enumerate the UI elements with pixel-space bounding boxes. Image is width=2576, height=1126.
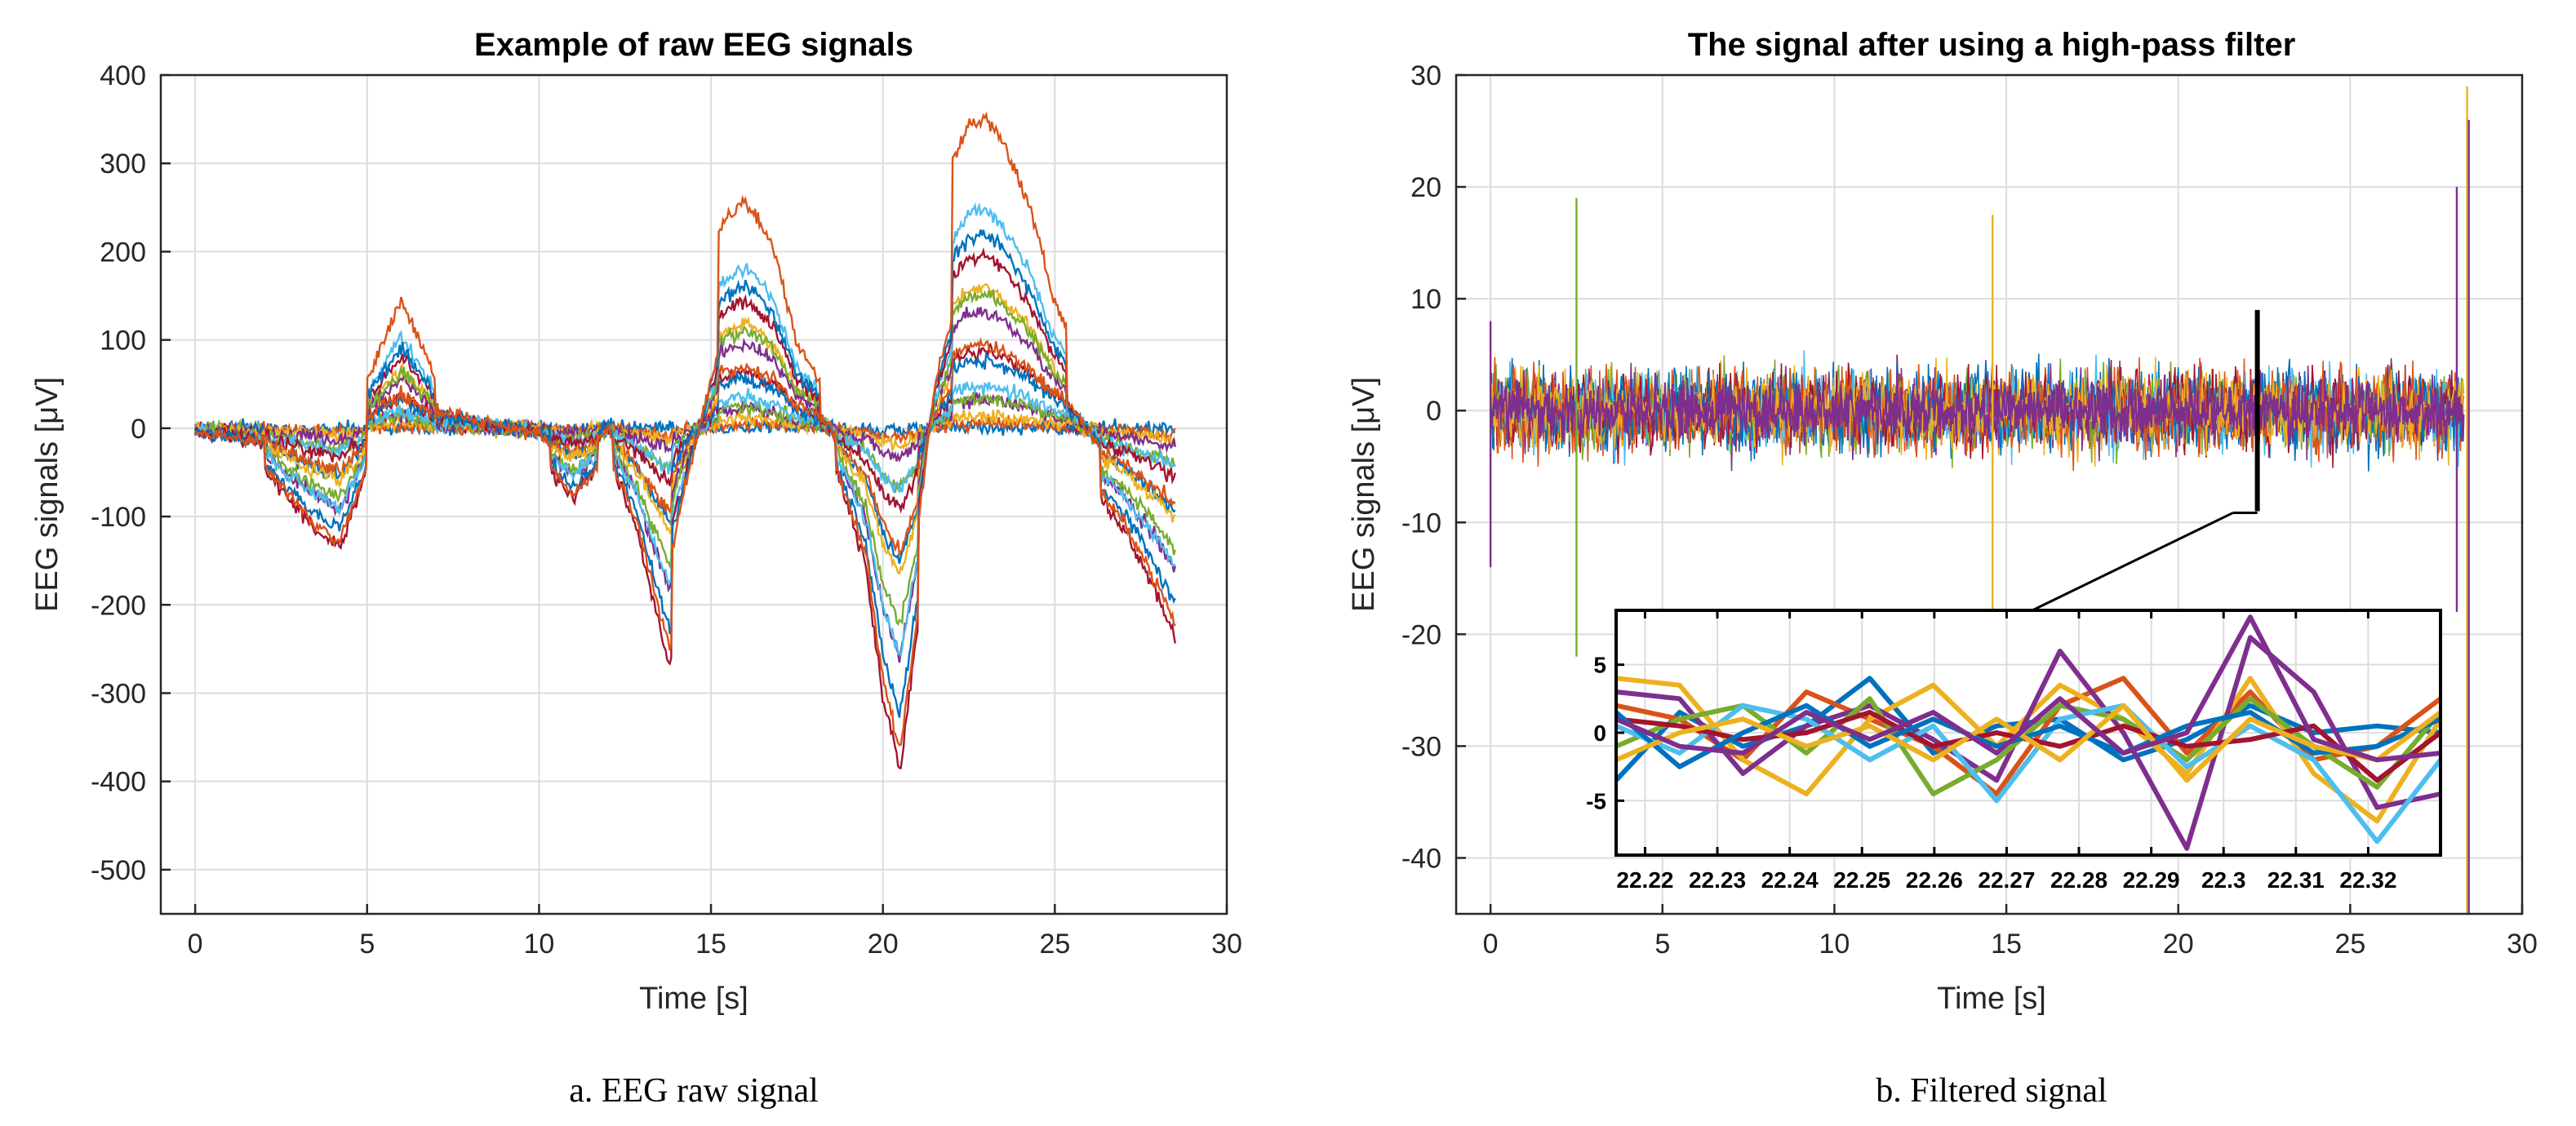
chart-a-series-line — [194, 111, 1176, 747]
inset-xtick-label: 22.26 — [1906, 867, 1963, 893]
chart-b-caption: b. Filtered signal — [1876, 1072, 2107, 1110]
inset-xtick-label: 22.23 — [1689, 867, 1746, 893]
chart-b-ytick-label: -30 — [1401, 731, 1441, 762]
chart-b-xtick-label: 20 — [2163, 929, 2194, 960]
chart-a-plot-frame — [159, 73, 1228, 915]
inset-series-line — [1614, 703, 2442, 783]
chart-a-series-line — [194, 380, 1176, 493]
chart-a-series-line — [194, 282, 1176, 575]
chart-b-ytick-label: -20 — [1401, 619, 1441, 650]
chart-a-ytick-label: 300 — [100, 149, 146, 180]
inset-xtick-label: 22.24 — [1761, 867, 1819, 893]
chart-a-ytick-label: 200 — [100, 237, 146, 268]
chart-b-xtick-label: 25 — [2334, 929, 2365, 960]
chart-b-xlabel: Time [s] — [1937, 982, 2046, 1016]
inset-series-line — [1614, 696, 2443, 796]
chart-a-ylabel: EEG signals [μV] — [30, 377, 64, 612]
inset-xtick-label: 22.27 — [1978, 867, 2035, 893]
chart-a-caption: a. EEG raw signal — [569, 1072, 819, 1110]
chart-b-ytick-label: 0 — [1426, 396, 1441, 427]
raw-eeg-chart: Example of raw EEG signals 0 5 10 15 20 25 30 4… — [30, 27, 1242, 1110]
chart-a-series-line — [193, 306, 1176, 663]
chart-a-ytick-label: -200 — [91, 590, 146, 621]
chart-b-ytick-label: 20 — [1410, 172, 1441, 203]
chart-b-xtick-label: 30 — [2507, 929, 2538, 960]
inset-xtick-label: 22.29 — [2123, 867, 2180, 893]
inset-xtick-label: 22.22 — [1616, 867, 1673, 893]
chart-a-xlabel: Time [s] — [639, 982, 748, 1016]
inset-ytick-label: -5 — [1586, 788, 1606, 813]
zoom-indicator — [2032, 309, 2260, 612]
chart-a-series-line — [194, 229, 1176, 718]
chart-b-ylabel: EEG signals [μV] — [1347, 377, 1381, 612]
chart-b-xtick-label: 15 — [1991, 929, 2022, 960]
chart-b-title: The signal after using a high-pass filte… — [1688, 27, 2296, 63]
chart-a-series-line — [193, 392, 1176, 463]
chart-a-xtick-label: 10 — [524, 929, 555, 960]
inset-series-line — [1614, 703, 2442, 769]
chart-a-xtick-label: 0 — [188, 929, 203, 960]
chart-b-series — [1489, 86, 2470, 914]
chart-a-title: Example of raw EEG signals — [474, 27, 913, 63]
chart-a-ytick-label: -500 — [91, 855, 146, 886]
chart-b-ticks: 0 5 10 15 20 25 30 30 20 10 0 -10 -20 -30 -40 — [1401, 60, 2538, 960]
zoom-connector — [2032, 512, 2234, 612]
inset-xtick-label: 22.3 — [2201, 867, 2246, 893]
inset-xtick-label: 22.32 — [2339, 867, 2396, 893]
zoom-inset-chart: 22.22 22.23 22.24 22.25 22.26 22.27 22.28 22.29… — [1586, 609, 2443, 893]
chart-a-xtick-label: 15 — [695, 929, 726, 960]
chart-b-series-line — [1490, 370, 2465, 446]
chart-a-xtick-label: 25 — [1039, 929, 1070, 960]
inset-series-line — [1615, 635, 2441, 851]
chart-a-series-line — [193, 336, 1176, 557]
chart-a-xtick-label: 30 — [1211, 929, 1242, 960]
chart-b-ytick-label: 10 — [1410, 284, 1441, 315]
chart-b-ytick-label: -10 — [1401, 508, 1441, 539]
inset-series-line — [1614, 614, 2441, 763]
inset-xtick-label: 22.31 — [2267, 867, 2325, 893]
chart-a-xtick-label: 5 — [359, 929, 375, 960]
inset-ytick-label: 0 — [1593, 720, 1606, 746]
chart-a-ytick-label: -300 — [91, 678, 146, 709]
chart-a-xtick-label: 20 — [868, 929, 899, 960]
filtered-eeg-chart: The signal after using a high-pass filte… — [1347, 27, 2538, 1110]
chart-b-ytick-label: -40 — [1401, 843, 1441, 874]
chart-a-ytick-label: 100 — [100, 326, 146, 357]
inset-xtick-label: 22.28 — [2050, 867, 2107, 893]
inset-series-line — [1614, 703, 2443, 844]
chart-b-xtick-label: 10 — [1819, 929, 1850, 960]
chart-a-ytick-label: -100 — [91, 502, 146, 533]
chart-a-ticks: 0 5 10 15 20 25 30 400 300 200 100 0 -100 -200 -300 -40… — [91, 60, 1242, 960]
chart-a-ytick-label: -400 — [91, 767, 146, 798]
chart-b-xtick-label: 0 — [1483, 929, 1499, 960]
chart-b-ytick-label: 30 — [1410, 60, 1441, 91]
inset-ytick-label: 5 — [1593, 653, 1606, 678]
chart-b-xtick-label: 5 — [1654, 929, 1670, 960]
chart-a-ytick-label: 400 — [100, 60, 146, 91]
inset-xtick-label: 22.25 — [1833, 867, 1890, 893]
chart-b-plot-frame — [1455, 73, 2524, 915]
chart-a-series — [193, 111, 1176, 769]
chart-a-ytick-label: 0 — [131, 414, 146, 445]
